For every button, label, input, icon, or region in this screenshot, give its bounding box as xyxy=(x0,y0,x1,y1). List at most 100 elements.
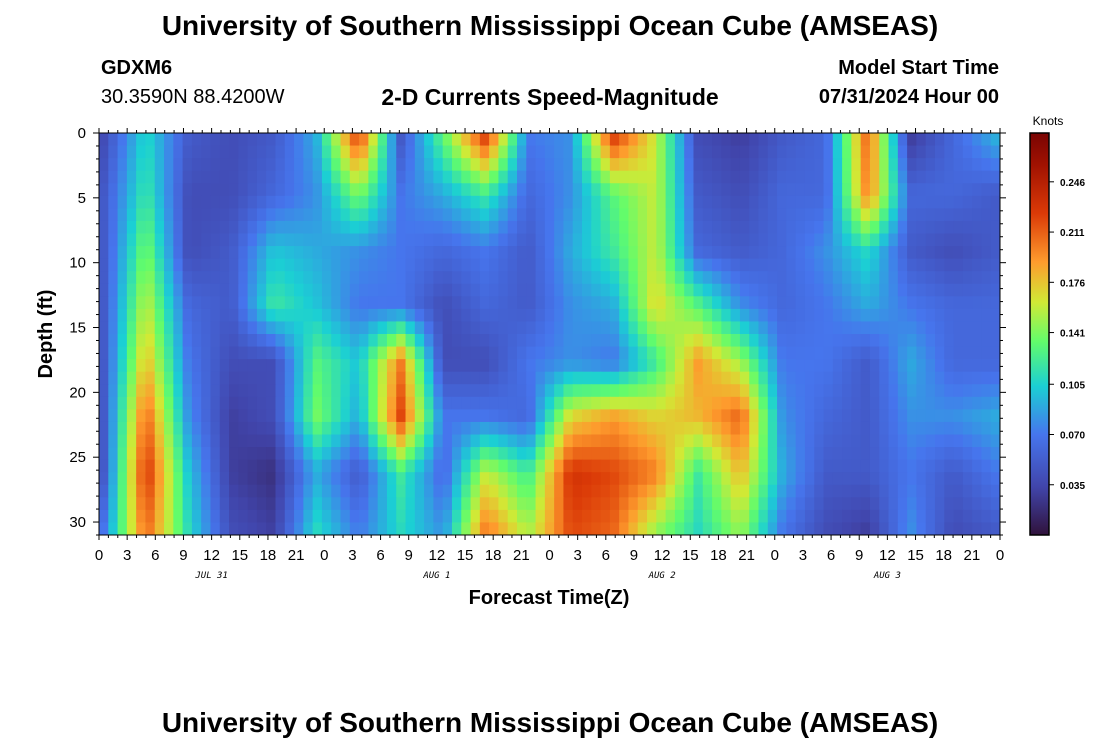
heatmap-cell xyxy=(117,334,128,348)
heatmap-cell xyxy=(721,484,732,499)
heatmap-cell xyxy=(516,334,527,348)
heatmap-cell xyxy=(758,170,769,184)
heatmap-cell xyxy=(294,409,305,423)
heatmap-cell xyxy=(238,271,249,285)
heatmap-cell xyxy=(331,396,342,411)
heatmap-cell xyxy=(962,133,973,147)
heatmap-cell xyxy=(266,434,277,448)
heatmap-cell xyxy=(99,246,109,260)
heatmap-cell xyxy=(563,396,574,411)
heatmap-cell xyxy=(600,133,611,147)
heatmap-cell xyxy=(191,246,202,260)
heatmap-cell xyxy=(934,447,945,461)
heatmap-cell xyxy=(507,258,518,272)
heatmap-cell xyxy=(386,371,397,385)
heatmap-cell xyxy=(331,246,342,260)
heatmap-cell xyxy=(953,371,964,385)
heatmap-cell xyxy=(823,509,834,524)
heatmap-cell xyxy=(535,296,546,310)
heatmap-cell xyxy=(396,183,407,197)
heatmap-cell xyxy=(145,133,156,147)
heatmap-cell xyxy=(507,346,518,360)
heatmap-cell xyxy=(386,334,397,348)
heatmap-cell xyxy=(842,296,853,310)
heatmap-cell xyxy=(312,371,323,385)
heatmap-cell xyxy=(721,346,732,360)
heatmap-cell xyxy=(739,170,750,184)
heatmap-cell xyxy=(823,384,834,398)
heatmap-cell xyxy=(981,421,992,436)
heatmap-cell xyxy=(665,246,676,260)
heatmap-cell xyxy=(507,434,518,448)
heatmap-cell xyxy=(656,170,667,184)
heatmap-cell xyxy=(749,509,760,524)
heatmap-cell xyxy=(312,346,323,360)
x-tick-label: 9 xyxy=(179,547,187,564)
heatmap-cell xyxy=(823,283,834,298)
heatmap-cell xyxy=(702,170,713,184)
heatmap-cell xyxy=(173,421,184,436)
heatmap-cell xyxy=(191,220,202,235)
heatmap-cell xyxy=(721,459,732,473)
heatmap-cell xyxy=(591,321,602,335)
heatmap-cell xyxy=(219,296,230,310)
heatmap-cell xyxy=(563,220,574,235)
heatmap-cell xyxy=(256,170,267,184)
heatmap-cell xyxy=(99,308,109,323)
heatmap-cell xyxy=(609,321,620,335)
heatmap-cell xyxy=(702,271,713,285)
heatmap-cell xyxy=(907,396,918,411)
heatmap-cell xyxy=(470,271,481,285)
heatmap-cell xyxy=(674,447,685,461)
heatmap-cell xyxy=(340,421,351,436)
heatmap-cell xyxy=(944,308,955,323)
heatmap-cell xyxy=(823,421,834,436)
heatmap-cell xyxy=(637,283,648,298)
heatmap-cell xyxy=(303,233,314,247)
heatmap-cell xyxy=(907,271,918,285)
heatmap-cell xyxy=(795,308,806,323)
heatmap-cell xyxy=(145,246,156,260)
heatmap-cell xyxy=(619,158,630,172)
heatmap-cell xyxy=(767,246,778,260)
heatmap-cell xyxy=(888,170,899,184)
heatmap-cell xyxy=(266,271,277,285)
heatmap-cell xyxy=(108,133,119,147)
heatmap-cell xyxy=(340,434,351,448)
heatmap-cell xyxy=(749,170,760,184)
heatmap-cell xyxy=(869,522,880,535)
heatmap-cell xyxy=(674,434,685,448)
heatmap-cell xyxy=(628,220,639,235)
heatmap-cell xyxy=(674,522,685,535)
heatmap-cell xyxy=(925,283,936,298)
heatmap-cell xyxy=(758,183,769,197)
heatmap-cell xyxy=(312,396,323,411)
heatmap-cell xyxy=(535,522,546,535)
heatmap-cell xyxy=(275,434,286,448)
heatmap-cell xyxy=(479,346,490,360)
heatmap-cell xyxy=(164,359,175,373)
heatmap-cell xyxy=(702,509,713,524)
heatmap-cell xyxy=(182,158,193,172)
heatmap-cell xyxy=(136,359,147,373)
heatmap-cell xyxy=(275,334,286,348)
heatmap-cell xyxy=(563,484,574,499)
heatmap-cell xyxy=(405,472,416,486)
heatmap-cell xyxy=(489,170,500,184)
heatmap-cell xyxy=(869,447,880,461)
heatmap-cell xyxy=(470,308,481,323)
heatmap-cell xyxy=(860,321,871,335)
heatmap-cell xyxy=(842,195,853,210)
heatmap-cell xyxy=(786,409,797,423)
heatmap-cell xyxy=(962,258,973,272)
heatmap-cell xyxy=(99,497,109,511)
heatmap-cell xyxy=(396,283,407,298)
heatmap-cell xyxy=(628,258,639,272)
heatmap-cell xyxy=(619,522,630,535)
heatmap-cell xyxy=(944,409,955,423)
heatmap-cell xyxy=(173,447,184,461)
heatmap-cell xyxy=(990,283,1000,298)
heatmap-cell xyxy=(266,522,277,535)
heatmap-cell xyxy=(842,158,853,172)
